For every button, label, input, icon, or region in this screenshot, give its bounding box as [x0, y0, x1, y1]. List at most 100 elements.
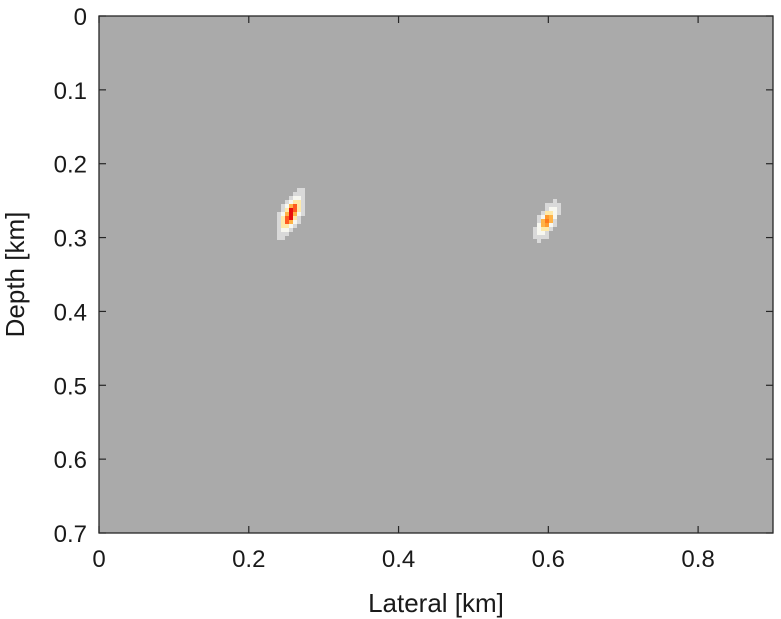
- heatmap-cell: [285, 228, 289, 232]
- heatmap-cell: [545, 207, 549, 211]
- heatmap-cell: [277, 224, 281, 228]
- heatmap-cell: [285, 212, 289, 216]
- y-tick-label: 0.6: [54, 447, 87, 474]
- heatmap-feature: [533, 199, 561, 243]
- heatmap-cell: [301, 188, 305, 192]
- heatmap-cell: [281, 224, 285, 228]
- heatmap-cell: [293, 196, 297, 200]
- heatmap-cell: [533, 235, 537, 239]
- heatmap-cell: [285, 208, 289, 212]
- heatmap-cell: [541, 227, 545, 231]
- heatmap-cell: [537, 227, 541, 231]
- heatmap-cell: [293, 192, 297, 196]
- y-tick-label: 0.7: [54, 521, 87, 548]
- y-axis-label: Depth [km]: [0, 212, 30, 338]
- heatmap-cell: [289, 228, 293, 232]
- heatmap-cell: [289, 216, 293, 220]
- heatmap-cell: [289, 220, 293, 224]
- heatmap-cell: [277, 212, 281, 216]
- heatmap-cell: [297, 188, 301, 192]
- y-tick-label: 0.4: [54, 299, 87, 326]
- heatmap-cell: [545, 215, 549, 219]
- heatmap-cell: [297, 220, 301, 224]
- x-tick-label: 0: [92, 546, 105, 573]
- heatmap-cell: [293, 208, 297, 212]
- heatmap-cell: [301, 208, 305, 212]
- heatmap-cell: [297, 204, 301, 208]
- x-tick-label: 0.8: [681, 546, 714, 573]
- heatmap-cell: [545, 203, 549, 207]
- heatmap-cell: [285, 224, 289, 228]
- heatmap-cell: [289, 196, 293, 200]
- heatmap-cell: [281, 232, 285, 236]
- heatmap-cell: [553, 223, 557, 227]
- heatmap-cell: [537, 215, 541, 219]
- heatmap-cell: [549, 227, 553, 231]
- heatmap-cell: [293, 200, 297, 204]
- x-axis-ticks: 0 0.2 0.4 0.6 0.8: [92, 16, 715, 573]
- y-tick-label: 0: [74, 4, 87, 31]
- heatmap-cell: [281, 236, 285, 240]
- heatmap-cell: [285, 232, 289, 236]
- heatmap-cell: [533, 227, 537, 231]
- heatmap-cell: [549, 223, 553, 227]
- heatmap-cell: [549, 211, 553, 215]
- x-tick-label: 0.4: [382, 546, 415, 573]
- heatmap-cell: [281, 216, 285, 220]
- heatmap-cell: [549, 203, 553, 207]
- heatmap-cell: [297, 196, 301, 200]
- heatmap-features: [277, 188, 561, 243]
- heatmap-cell: [545, 227, 549, 231]
- heatmap-cell: [301, 212, 305, 216]
- heatmap-cell: [553, 199, 557, 203]
- heatmap-cell: [537, 219, 541, 223]
- heatmap-cell: [281, 212, 285, 216]
- heatmap-cell: [289, 200, 293, 204]
- heatmap-cell: [293, 220, 297, 224]
- heatmap-cell: [281, 208, 285, 212]
- heatmap-cell: [293, 224, 297, 228]
- heatmap-cell: [541, 215, 545, 219]
- heatmap-cell: [297, 212, 301, 216]
- heatmap-cell: [545, 223, 549, 227]
- heatmap-cell: [297, 216, 301, 220]
- heatmap-cell: [545, 231, 549, 235]
- heatmap-cell: [541, 211, 545, 215]
- y-tick-label: 0.2: [54, 152, 87, 179]
- heatmap-cell: [553, 215, 557, 219]
- x-tick-label: 0.6: [532, 546, 565, 573]
- heatmap-cell: [289, 212, 293, 216]
- heatmap-cell: [549, 207, 553, 211]
- heatmap-cell: [553, 219, 557, 223]
- heatmap-cell: [297, 208, 301, 212]
- heatmap-cell: [281, 228, 285, 232]
- heatmap-cell: [285, 204, 289, 208]
- heatmap-cell: [553, 211, 557, 215]
- plot-background: [99, 16, 773, 533]
- heatmap-cell: [277, 232, 281, 236]
- heatmap-cell: [293, 216, 297, 220]
- heatmap-cell: [541, 219, 545, 223]
- heatmap-cell: [297, 192, 301, 196]
- heatmap-cell: [301, 192, 305, 196]
- heatmap-cell: [285, 216, 289, 220]
- heatmap-cell: [549, 215, 553, 219]
- heatmap-cell: [537, 235, 541, 239]
- heatmap-cell: [277, 220, 281, 224]
- heatmap-cell: [289, 224, 293, 228]
- heatmap-cell: [289, 208, 293, 212]
- axes-box: [98, 15, 774, 534]
- y-axis-ticks: 0 0.1 0.2 0.3 0.4 0.5 0.6 0.7: [54, 4, 773, 548]
- heatmap-cell: [297, 200, 301, 204]
- heatmap-cell: [545, 235, 549, 239]
- heatmap-cell: [553, 207, 557, 211]
- heatmap-cell: [277, 236, 281, 240]
- heatmap-cell: [557, 203, 561, 207]
- heatmap-cell: [549, 219, 553, 223]
- heatmap-cell: [301, 204, 305, 208]
- heatmap-cell: [537, 231, 541, 235]
- heatmap-cell: [541, 231, 545, 235]
- heatmap-cell: [285, 200, 289, 204]
- heatmap-cell: [541, 235, 545, 239]
- heatmap-cell: [537, 223, 541, 227]
